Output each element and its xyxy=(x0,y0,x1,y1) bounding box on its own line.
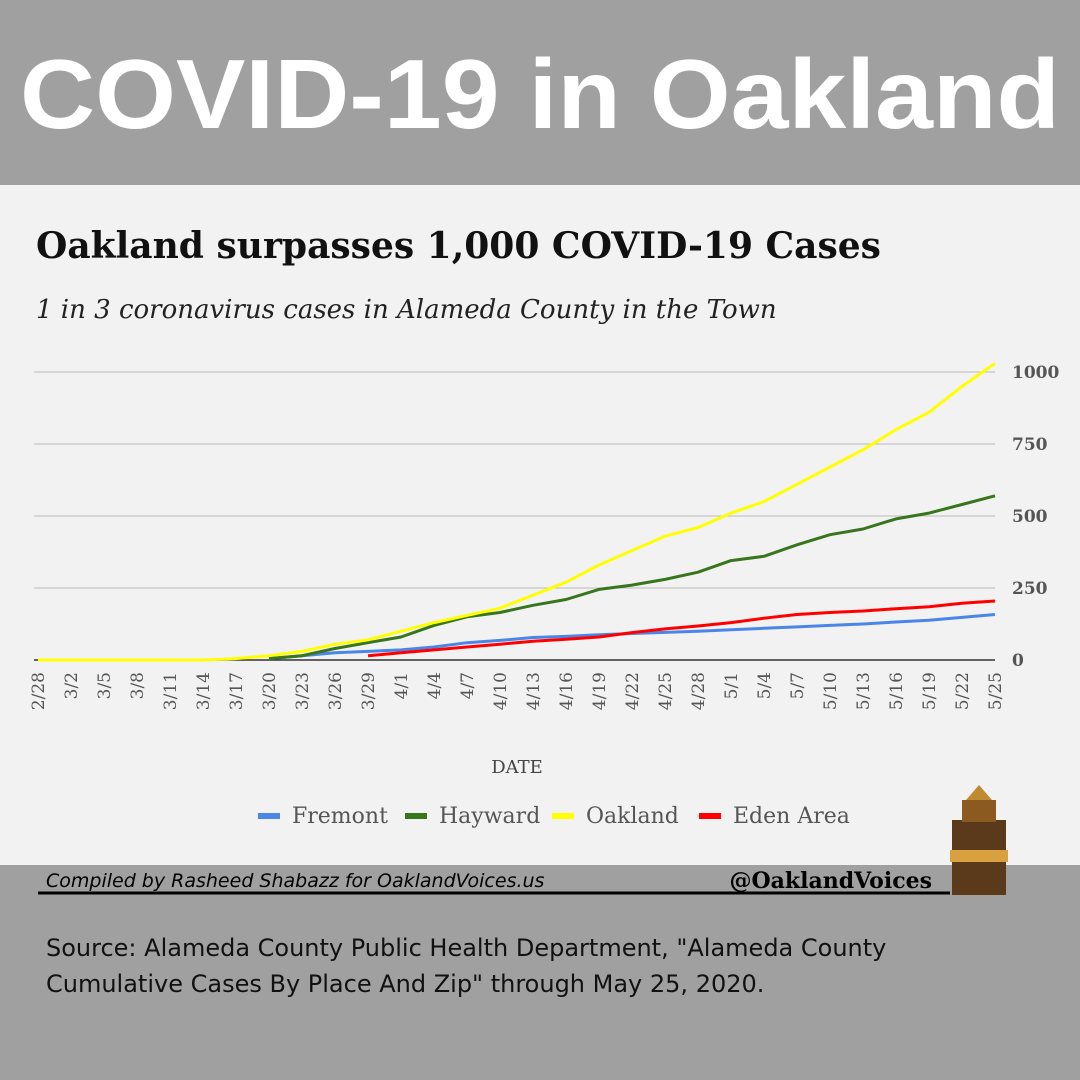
y-tick-label: 1000 xyxy=(1012,363,1059,383)
x-tick-label: 2/28 xyxy=(29,672,49,710)
y-tick-label: 0 xyxy=(1012,651,1024,671)
chart-title: Oakland surpasses 1,000 COVID-19 Cases xyxy=(36,225,881,267)
legend-label: Oakland xyxy=(586,804,679,829)
header-bar xyxy=(0,0,1080,185)
x-tick-label: 5/10 xyxy=(821,672,841,710)
x-tick-label: 4/28 xyxy=(689,672,709,710)
x-tick-label: 3/20 xyxy=(260,672,280,710)
x-tick-label: 5/22 xyxy=(953,672,973,710)
handle: @OaklandVoices xyxy=(729,868,932,894)
legend-label: Eden Area xyxy=(733,804,850,829)
header-title: COVID-19 in Oakland xyxy=(20,39,1060,149)
legend-label: Hayward xyxy=(439,804,540,829)
x-tick-label: 4/7 xyxy=(458,672,478,699)
x-tick-label: 5/13 xyxy=(854,672,874,710)
y-tick-label: 250 xyxy=(1012,579,1048,599)
x-tick-label: 4/16 xyxy=(557,672,577,710)
x-tick-label: 5/1 xyxy=(722,672,742,699)
x-tick-label: 4/1 xyxy=(392,672,412,699)
x-tick-label: 4/25 xyxy=(656,672,676,710)
credit: Compiled by Rasheed Shabazz for OaklandV… xyxy=(46,870,545,892)
x-tick-label: 5/25 xyxy=(986,672,1006,710)
series-line xyxy=(38,362,996,662)
x-tick-label: 3/17 xyxy=(227,672,247,710)
x-axis-title: DATE xyxy=(491,757,543,778)
source-note: Source: Alameda County Public Health Dep… xyxy=(46,934,887,998)
x-tick-label: 3/14 xyxy=(194,672,214,710)
x-tick-label: 4/10 xyxy=(491,672,511,710)
x-tick-label: 5/4 xyxy=(755,672,775,699)
x-tick-label: 3/23 xyxy=(293,672,313,710)
series-line xyxy=(367,599,996,658)
clock-tower-icon xyxy=(950,785,1008,895)
y-tick-label: 500 xyxy=(1012,507,1048,527)
x-tick-label: 3/2 xyxy=(62,672,82,699)
x-tick-label: 5/19 xyxy=(920,672,940,710)
y-tick-label: 750 xyxy=(1012,435,1048,455)
x-tick-label: 4/19 xyxy=(590,672,610,710)
chart-subtitle: 1 in 3 coronavirus cases in Alameda Coun… xyxy=(36,295,777,325)
x-tick-label: 5/16 xyxy=(887,672,907,710)
x-tick-label: 4/13 xyxy=(524,672,544,710)
x-tick-label: 4/22 xyxy=(623,672,643,710)
series-line xyxy=(268,494,996,661)
legend-label: Fremont xyxy=(292,804,388,829)
chart-panel xyxy=(0,185,1080,865)
x-tick-label: 5/7 xyxy=(788,672,808,699)
x-tick-label: 3/29 xyxy=(359,672,379,710)
x-tick-label: 3/26 xyxy=(326,672,346,710)
x-tick-label: 3/5 xyxy=(95,672,115,699)
x-tick-label: 3/8 xyxy=(128,672,148,699)
x-tick-label: 4/4 xyxy=(425,672,445,699)
x-tick-label: 3/11 xyxy=(161,672,181,710)
